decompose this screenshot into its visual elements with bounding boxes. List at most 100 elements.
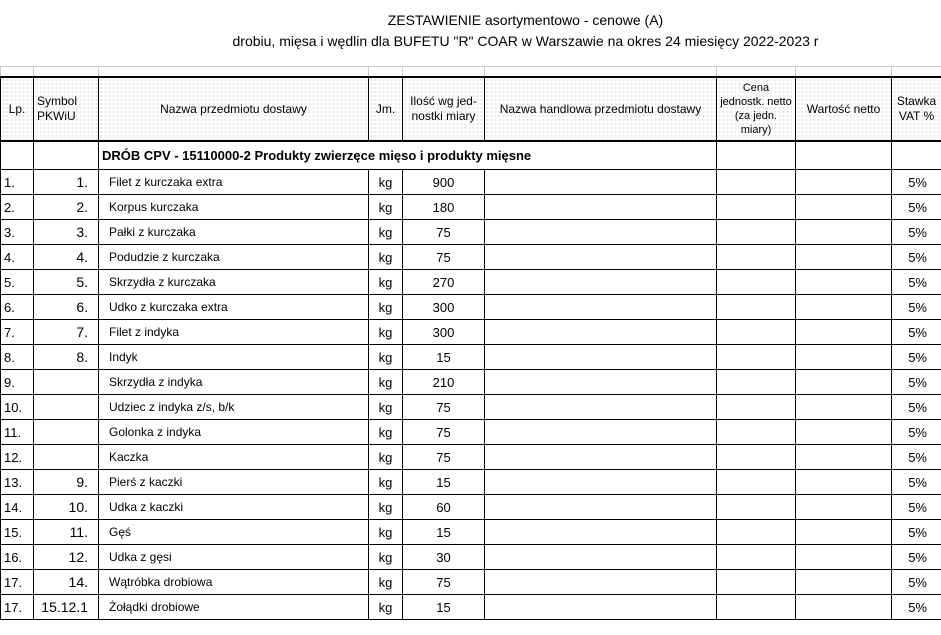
cell-symbol: 15.12.1	[33, 594, 99, 620]
cell-unit: kg	[368, 344, 403, 370]
cell-trade-name	[484, 369, 717, 395]
cell-trade-name	[484, 194, 717, 220]
cell-lp: 9.	[0, 369, 34, 395]
cell-symbol: 12.	[33, 544, 99, 570]
cell-price	[716, 494, 796, 520]
cell-vat: 5%	[891, 369, 941, 395]
cell-unit: kg	[368, 369, 403, 395]
table-row: 5. 5. Skrzydła z kurczaka kg 270 5%	[0, 269, 941, 295]
cell-unit: kg	[368, 519, 403, 545]
cell-vat: 5%	[891, 569, 941, 595]
cell-vat: 5%	[891, 169, 941, 195]
table-row: 8. 8. Indyk kg 15 5%	[0, 344, 941, 370]
cell-trade-name	[484, 494, 717, 520]
cell-symbol: 5.	[33, 269, 99, 295]
cell-lp: 11.	[0, 419, 34, 445]
cell-vat: 5%	[891, 444, 941, 470]
cell-lp: 17.	[0, 594, 34, 620]
cell-lp: 3.	[0, 219, 34, 245]
cell-unit: kg	[368, 294, 403, 320]
cell-lp: 15.	[0, 519, 34, 545]
cell-trade-name	[484, 244, 717, 270]
cell-lp: 14.	[0, 494, 34, 520]
cell-qty: 180	[402, 194, 485, 220]
cell-value	[795, 444, 892, 470]
cell-value	[795, 419, 892, 445]
table-row: 14. 10. Udka z kaczki kg 60 5%	[0, 494, 941, 520]
table-row: 9. Skrzydła z indyka kg 210 5%	[0, 369, 941, 395]
cell-lp: 6.	[0, 294, 34, 320]
cell-price	[716, 244, 796, 270]
cell-trade-name	[484, 569, 717, 595]
cell-symbol	[33, 419, 99, 445]
cell-name: Udka z gęsi	[98, 544, 369, 570]
cell-price	[716, 169, 796, 195]
cell-vat: 5%	[891, 219, 941, 245]
cell-qty: 75	[402, 394, 485, 420]
header-price: Cena jednostk. netto (za jedn. miary)	[716, 76, 796, 142]
cell-price	[716, 344, 796, 370]
cell-name: Indyk	[98, 344, 369, 370]
cell-trade-name	[484, 169, 717, 195]
table-row: 10. Udziec z indyka z/s, b/k kg 75 5%	[0, 394, 941, 420]
cell-trade-name	[484, 444, 717, 470]
section-title: DRÓB CPV - 15110000-2 Produkty zwierzęce…	[98, 140, 717, 170]
cell-value	[795, 594, 892, 620]
cell-trade-name	[484, 394, 717, 420]
cell-trade-name	[484, 469, 717, 495]
cell-qty: 210	[402, 369, 485, 395]
cell-value	[795, 494, 892, 520]
table-row: 2. 2. Korpus kurczaka kg 180 5%	[0, 194, 941, 220]
cell-price	[716, 569, 796, 595]
cell-qty: 15	[402, 469, 485, 495]
table-row: 16. 12. Udka z gęsi kg 30 5%	[0, 544, 941, 570]
cell-trade-name	[484, 344, 717, 370]
header-symbol: Symbol PKWiU	[33, 76, 99, 142]
cell-qty: 15	[402, 519, 485, 545]
cell-unit: kg	[368, 444, 403, 470]
cell-qty: 15	[402, 344, 485, 370]
cell-price	[716, 369, 796, 395]
cell-vat: 5%	[891, 394, 941, 420]
cell-vat: 5%	[891, 494, 941, 520]
table-row: 7. 7. Filet z indyka kg 300 5%	[0, 319, 941, 345]
cell-qty: 75	[402, 444, 485, 470]
cell-vat: 5%	[891, 594, 941, 620]
cell-symbol: 9.	[33, 469, 99, 495]
cell-value	[795, 394, 892, 420]
cell-unit: kg	[368, 169, 403, 195]
price-table: Lp. Symbol PKWiU Nazwa przedmiotu dostaw…	[0, 66, 941, 620]
table-row: 3. 3. Pałki z kurczaka kg 75 5%	[0, 219, 941, 245]
cell-price	[716, 444, 796, 470]
cell-symbol: 1.	[33, 169, 99, 195]
cell-qty: 75	[402, 219, 485, 245]
cell-qty: 300	[402, 294, 485, 320]
cell-unit: kg	[368, 494, 403, 520]
cell-vat: 5%	[891, 519, 941, 545]
cell-name: Gęś	[98, 519, 369, 545]
cell-vat: 5%	[891, 344, 941, 370]
cell-name: Filet z indyka	[98, 319, 369, 345]
cell-unit: kg	[368, 244, 403, 270]
cell-trade-name	[484, 294, 717, 320]
cell-value	[795, 544, 892, 570]
cell-trade-name	[484, 544, 717, 570]
cell-unit: kg	[368, 419, 403, 445]
cell-price	[716, 419, 796, 445]
header-unit: Jm.	[368, 76, 403, 142]
cell-qty: 270	[402, 269, 485, 295]
cell-trade-name	[484, 319, 717, 345]
cell-lp: 17.	[0, 569, 34, 595]
cell-symbol: 10.	[33, 494, 99, 520]
cell-vat: 5%	[891, 269, 941, 295]
cell-name: Żołądki drobiowe	[98, 594, 369, 620]
cell-name: Podudzie z kurczaka	[98, 244, 369, 270]
cell-name: Udko z kurczaka extra	[98, 294, 369, 320]
header-trade-name: Nazwa handlowa przedmiotu dostawy	[484, 76, 717, 142]
cell-value	[795, 294, 892, 320]
cell-vat: 5%	[891, 544, 941, 570]
header-lp: Lp.	[0, 76, 34, 142]
cell-name: Pierś z kaczki	[98, 469, 369, 495]
table-row: 17. 14. Wątróbka drobiowa kg 75 5%	[0, 569, 941, 595]
cell-symbol: 14.	[33, 569, 99, 595]
